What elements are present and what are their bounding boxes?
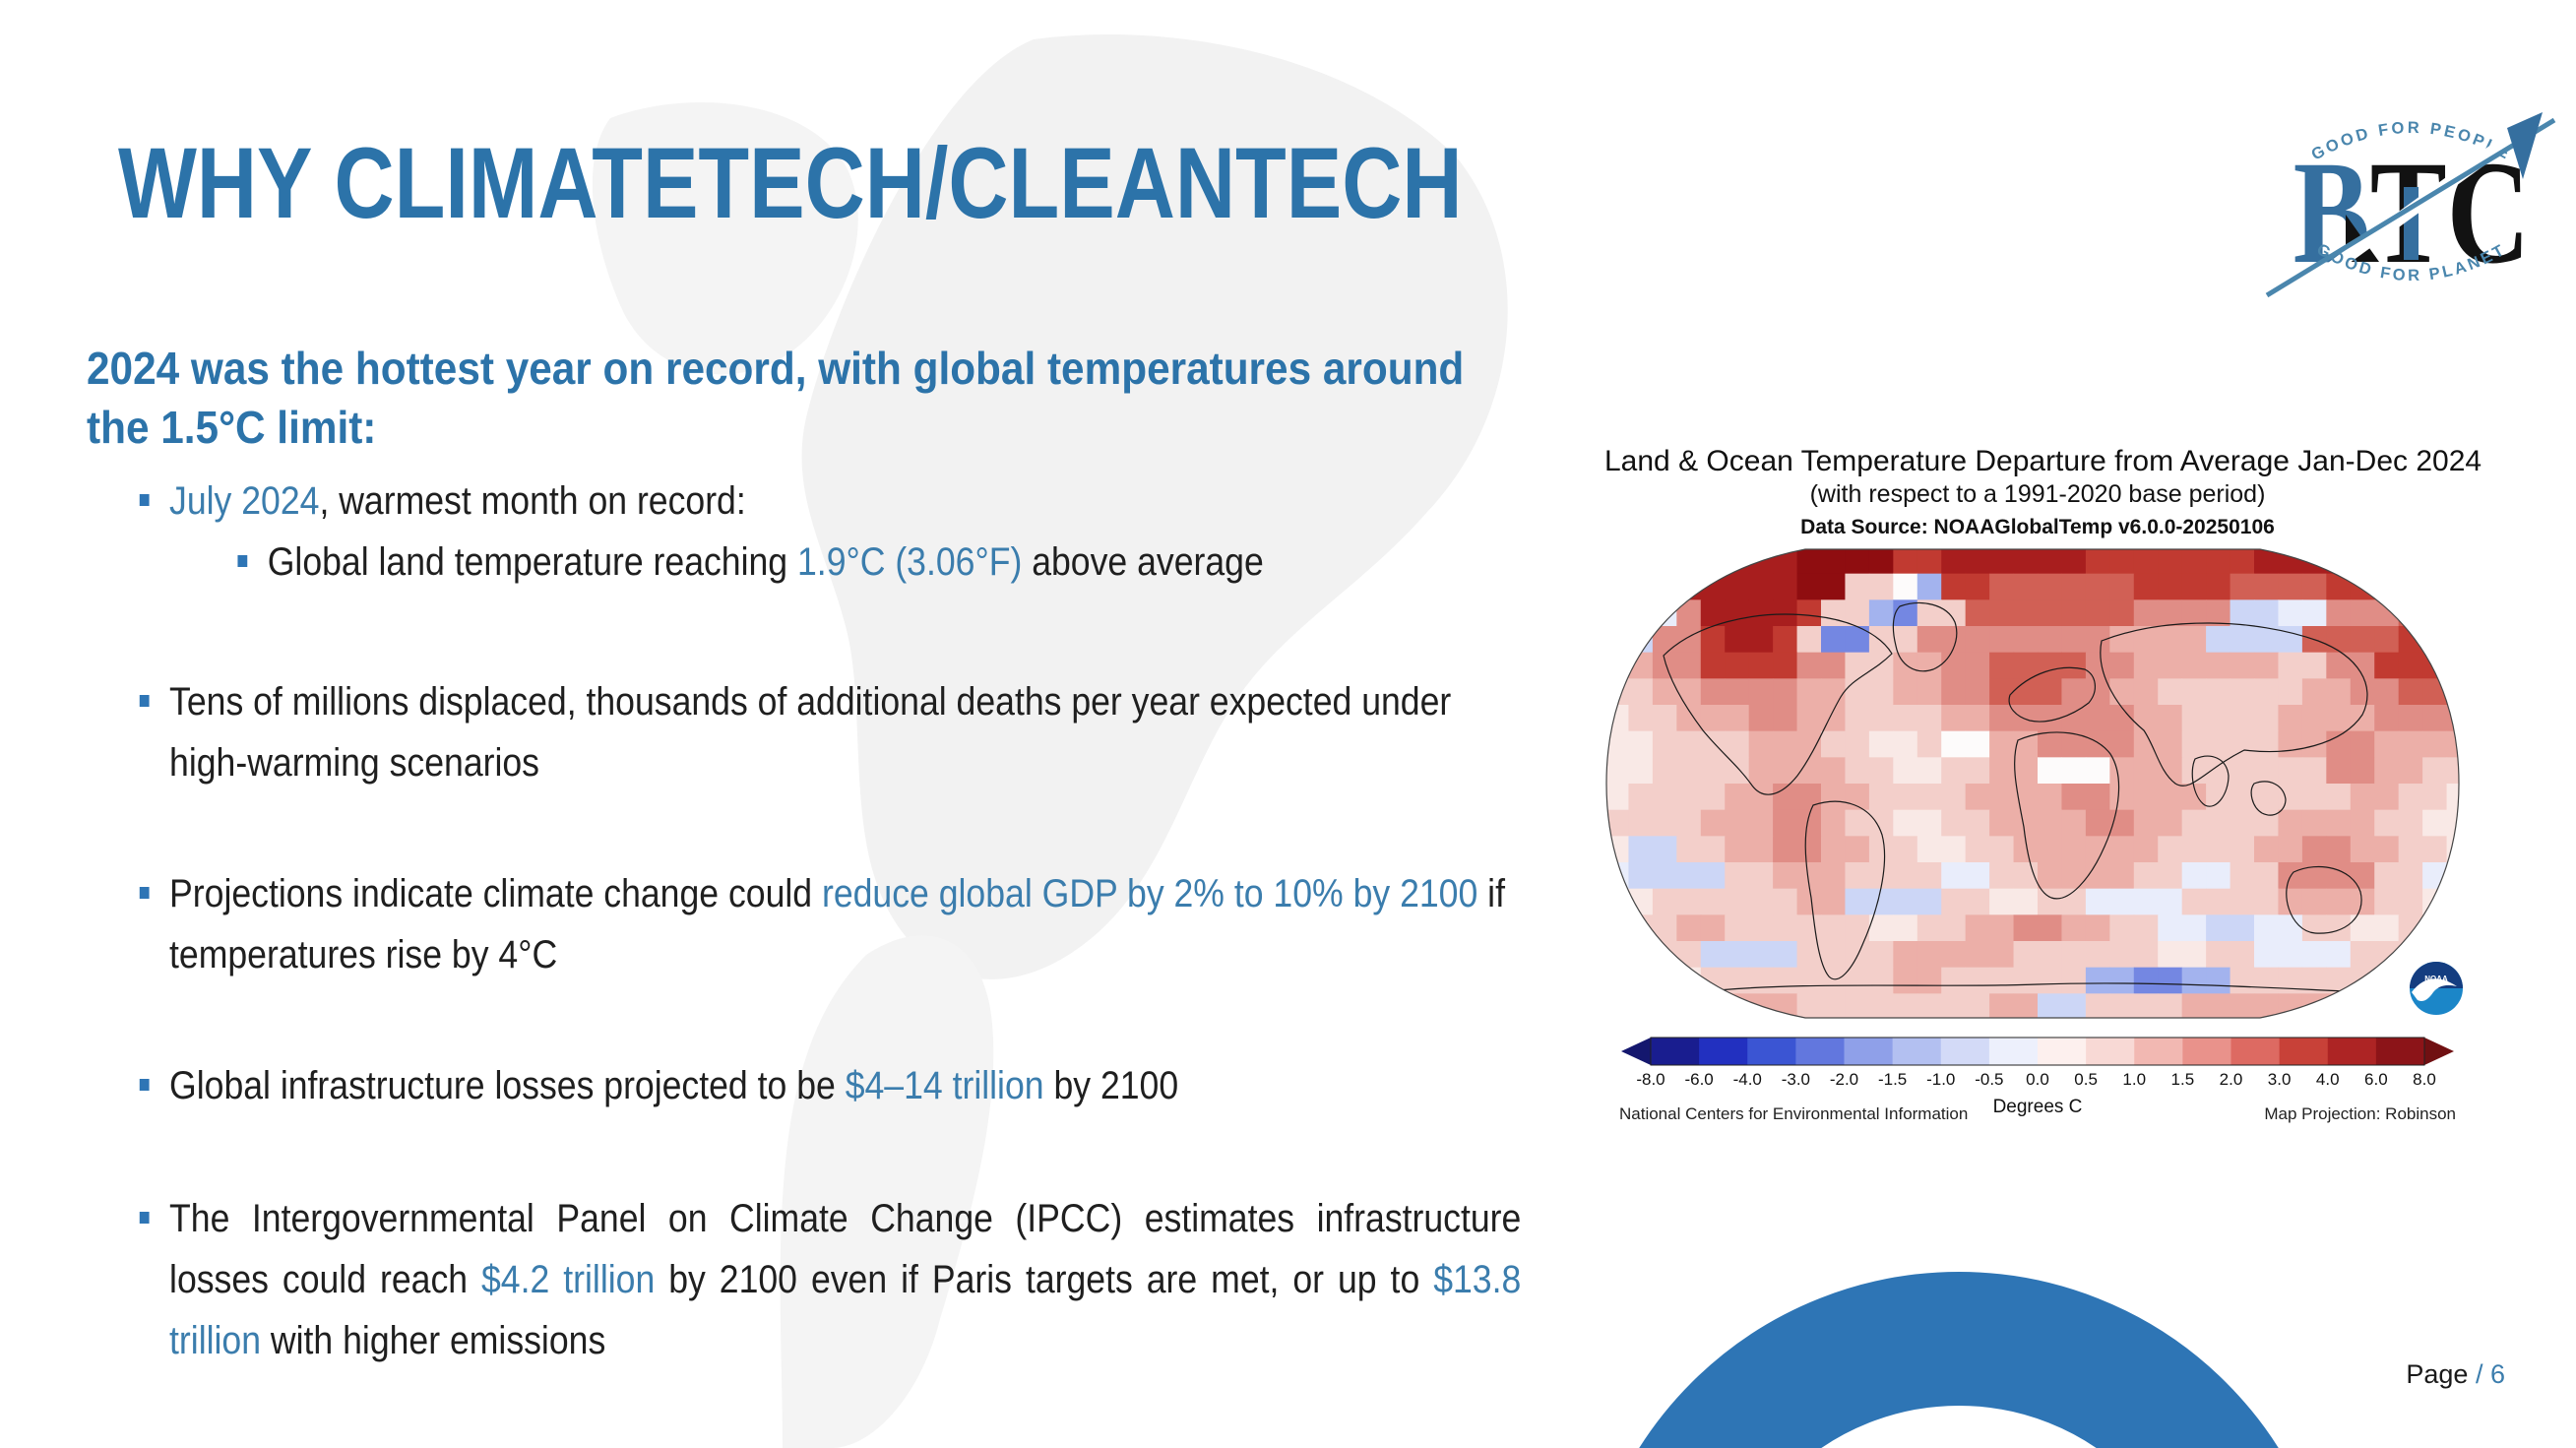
noaa-logo: NOAA (2410, 962, 2463, 1015)
highlighted-text: $13.8 trillion (169, 1258, 1522, 1362)
bullet-square-icon (139, 1212, 150, 1224)
body-text: , warmest month on record: (319, 479, 746, 523)
body-text: above average (1022, 540, 1264, 584)
sub-bullet-item: Global land temperature reaching 1.9°C (… (138, 532, 1521, 593)
highlighted-text: July 2024 (169, 479, 320, 523)
colorbar-segment (1844, 1038, 1894, 1065)
colorbar-tick-label: 2.0 (2220, 1070, 2243, 1089)
colorbar-segment (2279, 1038, 2329, 1065)
colorbar-segment (2086, 1038, 2135, 1065)
bullet-item: July 2024, warmest month on record: (138, 471, 1521, 532)
page-number: Page / 6 (2406, 1359, 2505, 1390)
highlighted-text: 1.9°C (3.06°F) (797, 540, 1023, 584)
body-text: by 2100 (1043, 1064, 1179, 1107)
colorbar-tick-label: -0.5 (1975, 1070, 2003, 1089)
temperature-colorbar: -8.0 -6.0 -4.0 -3.0 -2.0 -1.5 -1.0 -0.5 0.0 0.5 1.… (1621, 1037, 2454, 1117)
page-label: Page (2406, 1359, 2469, 1389)
colorbar-tick-label: -6.0 (1684, 1070, 1713, 1089)
highlighted-text: $4–14 trillion (845, 1064, 1044, 1107)
bullet-square-icon (139, 887, 150, 899)
coastlines (1663, 601, 2368, 993)
colorbar-segment (2038, 1038, 2087, 1065)
colorbar-tick-label: 4.0 (2316, 1070, 2340, 1089)
colorbar-segment (1892, 1038, 1942, 1065)
key-statement: 2024 was the hottest year on record, wit… (87, 339, 1626, 457)
logo-t-stem-blue (2404, 187, 2419, 260)
colorbar-left-arrow (1621, 1038, 1651, 1065)
colorbar-tick-label: 0.0 (2026, 1070, 2049, 1089)
body-text: The Intergovernmental Panel on Climate C… (169, 1197, 1522, 1301)
colorbar-segment (1747, 1038, 1796, 1065)
bullet-square-icon (237, 555, 248, 567)
body-text: if temperatures rise by 4°C (169, 872, 1505, 976)
map-data-source: Data Source: NOAAGlobalTemp v6.0.0-20250… (1800, 516, 2275, 538)
colorbar-tick-label: -1.5 (1878, 1070, 1907, 1089)
colorbar-tick-label: 6.0 (2364, 1070, 2388, 1089)
colorbar-segment (2375, 1038, 2425, 1065)
colorbar-segment (1651, 1038, 1700, 1065)
key-statement-line: the 1.5°C limit: (87, 402, 377, 453)
colorbar-segment (1940, 1038, 1990, 1065)
highlighted-text: reduce global GDP by 2% to 10% by 2100 (821, 872, 1478, 915)
map-outline (1605, 548, 2460, 1019)
colorbar-segment (2182, 1038, 2231, 1065)
colorbar-tick-label: -4.0 (1733, 1070, 1762, 1089)
map-footer-right: Map Projection: Robinson (2264, 1104, 2456, 1123)
colorbar-tick-label: -8.0 (1636, 1070, 1665, 1089)
colorbar-tick-label: 8.0 (2413, 1070, 2436, 1089)
temperature-anomaly-map: NOAA (1605, 548, 2463, 1019)
body-text: Global land temperature reaching (267, 540, 798, 584)
colorbar-tick-label: 1.5 (2171, 1070, 2195, 1089)
colorbar-tick-label: 1.0 (2122, 1070, 2146, 1089)
body-text: Global infrastructure losses projected t… (169, 1064, 846, 1107)
colorbar-outline (1650, 1037, 2425, 1066)
bullet-item: Tens of millions displaced, thousands of… (138, 671, 1521, 793)
colorbar-segment (2327, 1038, 2377, 1065)
colorbar-tick-label: -1.0 (1926, 1070, 1955, 1089)
colorbar-segment (1795, 1038, 1845, 1065)
body-text: by 2100 even if Paris targets are met, o… (655, 1258, 1434, 1301)
bullet-item: Global infrastructure losses projected t… (138, 1055, 1521, 1116)
colorbar-unit-label: Degrees C (1993, 1097, 2083, 1117)
colorbar-segment (1699, 1038, 1748, 1065)
svg-text:NOAA: NOAA (2424, 975, 2448, 983)
bullet-list: July 2024, warmest month on record: Globa… (138, 0, 1531, 1448)
colorbar-tick-label: 0.5 (2074, 1070, 2098, 1089)
logo-slash-line (2265, 117, 2556, 298)
bullet-item: Projections indicate climate change coul… (138, 863, 1521, 985)
bullet-square-icon (139, 1079, 150, 1091)
colorbar-segment (1988, 1038, 2039, 1065)
logo-c-wedge-blue (2507, 112, 2543, 179)
body-text: Projections indicate climate change coul… (169, 872, 822, 915)
colorbar-tick-label: -2.0 (1830, 1070, 1858, 1089)
page-title: WHY CLIMATETECH/CLEANTECH (118, 127, 1463, 239)
anomaly-grid-cells (1606, 549, 2459, 1018)
colorbar-segment (2230, 1038, 2281, 1065)
btc-logo: GOOD FOR PEOPLE BTC GOOD FOR PLANET (2265, 112, 2556, 298)
colorbar-tick-label: 3.0 (2268, 1070, 2292, 1089)
bullet-square-icon (139, 695, 150, 707)
bullet-square-icon (139, 494, 150, 506)
bullet-item: The Intergovernmental Panel on Climate C… (138, 1188, 1521, 1371)
map-footer-left: National Centers for Environmental Infor… (1619, 1104, 1969, 1123)
page-value: / 6 (2475, 1359, 2505, 1389)
colorbar-segment (2134, 1038, 2183, 1065)
body-text: Tens of millions displaced, thousands of… (169, 680, 1452, 785)
highlighted-text: $4.2 trillion (481, 1258, 656, 1301)
body-text: with higher emissions (261, 1319, 606, 1362)
colorbar-right-arrow (2424, 1038, 2454, 1065)
key-statement-line: 2024 was the hottest year on record, wit… (87, 343, 1465, 394)
map-title: Land & Ocean Temperature Departure from … (1604, 445, 2482, 477)
colorbar-tick-label: -3.0 (1782, 1070, 1810, 1089)
map-subtitle: (with respect to a 1991-2020 base period… (1809, 480, 2266, 508)
